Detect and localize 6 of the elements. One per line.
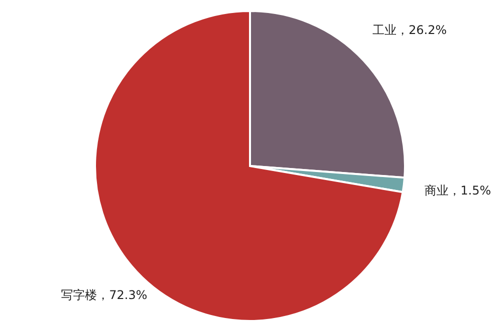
data-label: ，72.3%: [97, 288, 148, 302]
slice-label: 工业: [372, 23, 397, 38]
data-label: ，1.5%: [448, 183, 491, 198]
slice-label: 商业: [424, 183, 448, 198]
slice-label: 写字楼: [61, 288, 98, 302]
data-label: ，26.2%: [396, 23, 447, 38]
